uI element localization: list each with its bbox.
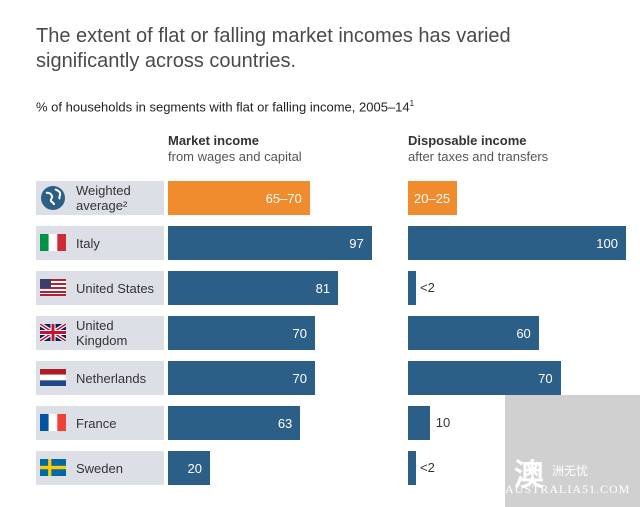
market-income-bar-france: 63: [168, 406, 301, 440]
watermark: [505, 395, 640, 507]
disposable-income-value-united-kingdom: 60: [516, 325, 531, 341]
disposable-income-bar-weighted-average: 20–25: [408, 181, 458, 215]
market-income-value-sweden: 20: [187, 460, 202, 476]
disposable-income-header: Disposable income after taxes and transf…: [408, 133, 549, 164]
category-name: Sweden: [76, 460, 123, 476]
market-income-value-united-kingdom: 70: [292, 325, 307, 341]
category-name: Netherlands: [76, 370, 147, 386]
chart-subtitle: % of households in segments with flat or…: [36, 99, 415, 115]
disposable-income-bar-netherlands: 70: [408, 361, 561, 395]
uk-flag-icon: [38, 322, 68, 343]
market-income-bar-netherlands: 70: [168, 361, 315, 395]
category-label-netherlands: Netherlands: [36, 361, 164, 395]
sweden-flag-icon: [40, 459, 66, 476]
watermark-glyph: 澳: [514, 459, 544, 492]
market-income-bar-italy: 97: [168, 226, 372, 260]
market-income-value-united-states: 81: [315, 280, 331, 296]
disposable-income-value-united-states: <2: [420, 280, 435, 295]
disposable-income-bar-united-kingdom: 60: [408, 316, 539, 350]
page-title: The extent of flat or falling market inc…: [36, 25, 511, 72]
category-name: Italy: [76, 235, 100, 251]
disposable-income-value-sweden: <2: [420, 460, 435, 475]
disposable-income-bar-france: [408, 406, 430, 440]
disposable-income-value-france: 10: [435, 415, 451, 430]
category-label-united-states: United States: [36, 271, 164, 305]
france-flag-icon: [40, 414, 66, 431]
market-income-bar-sweden: 20: [168, 451, 210, 485]
disposable-income-bar-united-states: [408, 271, 416, 305]
market-income-bar-weighted-average: 65–70: [168, 181, 310, 215]
category-name: France: [76, 415, 117, 431]
category-label-sweden: Sweden: [36, 451, 164, 485]
disposable-income-bar-italy: 100: [408, 226, 626, 260]
market-income-value-weighted-average: 65–70: [265, 190, 302, 206]
category-label-united-kingdom: United Kingdom: [36, 316, 164, 350]
market-income-bar-united-states: 81: [168, 271, 339, 305]
category-label-weighted-average: Weighted average²: [36, 181, 164, 215]
market-income-value-france: 63: [277, 415, 293, 431]
market-income-value-italy: 97: [349, 235, 364, 251]
netherlands-flag-icon: [40, 369, 66, 386]
category-name: Weighted average²: [76, 183, 131, 213]
disposable-income-bar-sweden: [408, 451, 416, 485]
category-name: United Kingdom: [76, 318, 128, 348]
market-income-value-netherlands: 70: [292, 370, 307, 386]
disposable-income-value-italy: 100: [596, 235, 618, 251]
watermark-text-cn: 洲无忧: [552, 464, 589, 478]
watermark-text-en: AUSTRALIA51.COM: [505, 482, 631, 496]
market-income-header: Market income from wages and capital: [168, 133, 302, 164]
globe-icon: [40, 185, 66, 211]
disposable-income-value-netherlands: 70: [538, 370, 553, 386]
us-flag-icon: [40, 279, 66, 296]
disposable-income-value-weighted-average: 20–25: [414, 190, 451, 206]
category-label-france: France: [36, 406, 164, 440]
market-income-bar-united-kingdom: 70: [168, 316, 315, 350]
category-name: United States: [76, 280, 155, 296]
category-label-italy: Italy: [36, 226, 164, 260]
italy-flag-icon: [40, 234, 66, 251]
